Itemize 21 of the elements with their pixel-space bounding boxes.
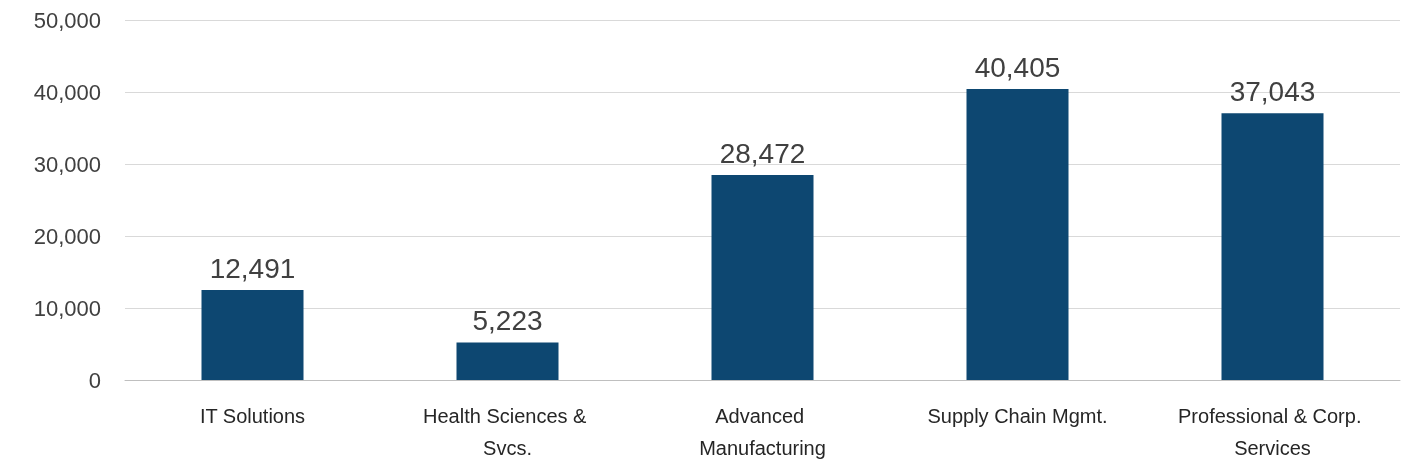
data-label: 5,223 [472,304,543,336]
bar [966,89,1069,380]
bar [711,175,814,380]
x-tick-label: IT Solutions [199,405,306,427]
y-tick-label: 0 [88,367,101,393]
data-label: 37,043 [1229,75,1316,107]
bar [201,290,304,380]
y-tick-label: 20,000 [33,223,101,249]
bar [1221,113,1324,380]
y-tick-label: 10,000 [33,295,101,321]
x-tick-label: Advanced Manufacturing [699,405,826,459]
x-tick-label: Supply Chain Mgmt. [927,405,1108,427]
data-label: 28,472 [719,137,806,169]
x-tick-label: Professional & Corp. Services [1178,405,1367,459]
x-tick-label: Health Sciences & Svcs. [423,405,592,459]
y-tick-label: 40,000 [33,79,101,105]
y-tick-label: 30,000 [33,151,101,177]
y-tick-label: 50,000 [33,7,101,33]
data-label: 12,491 [209,252,296,284]
bar [456,342,559,380]
data-label: 40,405 [974,51,1061,83]
